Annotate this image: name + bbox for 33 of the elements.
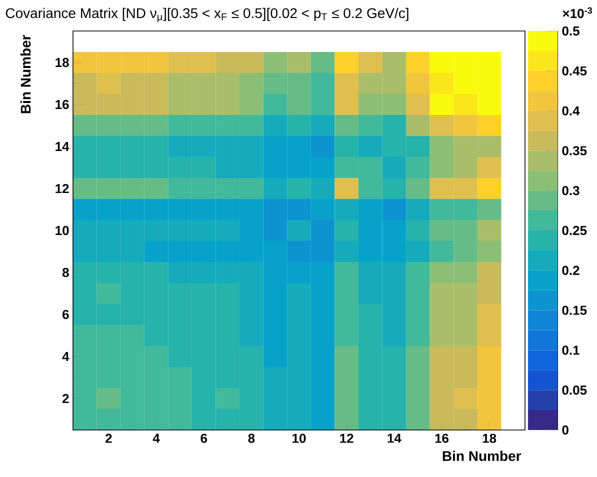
color-bar-label: 0.45 bbox=[562, 66, 587, 76]
y-tick-label: 8 bbox=[62, 268, 69, 278]
y-axis-title: Bin Number bbox=[20, 34, 31, 114]
color-bar-label: 0.05 bbox=[562, 385, 587, 395]
color-bar-label: 0.1 bbox=[562, 346, 580, 355]
text: ×10$^{-3}$ bbox=[562, 7, 592, 18]
x-axis-title: Bin Number bbox=[442, 450, 522, 462]
x-tick-label: 16 bbox=[435, 434, 449, 443]
color-bar-label: 0.2 bbox=[562, 266, 580, 275]
y-tick-label: 16 bbox=[56, 100, 69, 110]
chart-title: Covariance Matrix [ND ν$_{μ}$][0.35 < x$_{F}$ ≤ 0.5][0.02 < p$_{T}$ ≤ 0.2 GeV/c] bbox=[6, 8, 408, 22]
y-tick-label: 18 bbox=[56, 58, 69, 68]
x-tick-label: 2 bbox=[106, 434, 112, 443]
x-tick-label: 14 bbox=[388, 434, 402, 443]
color-bar-label: 0 bbox=[562, 425, 568, 435]
x-tick-label: 12 bbox=[340, 434, 354, 443]
y-tick-label: 10 bbox=[56, 226, 69, 236]
y-tick-label: 14 bbox=[56, 142, 70, 151]
y-tick-label: 2 bbox=[62, 394, 69, 404]
color-bar-label: 0.4 bbox=[562, 106, 580, 116]
x-tick-label: 18 bbox=[482, 434, 496, 443]
y-tick-label: 6 bbox=[62, 310, 69, 320]
y-tick-label: 4 bbox=[62, 352, 70, 361]
x-tick-label: 6 bbox=[200, 434, 207, 443]
y-tick-label: 12 bbox=[56, 184, 69, 194]
x-tick-label: 8 bbox=[248, 434, 255, 443]
x-tick-label: 4 bbox=[152, 434, 160, 443]
x-tick-label: 10 bbox=[292, 434, 306, 443]
color-bar-label: 0.5 bbox=[562, 26, 580, 36]
color-bar-label: 0.15 bbox=[562, 306, 587, 315]
color-bar-label: 0.35 bbox=[562, 146, 587, 156]
color-bar-label: 0.3 bbox=[562, 186, 580, 196]
color-bar-label: 0.25 bbox=[562, 226, 587, 236]
